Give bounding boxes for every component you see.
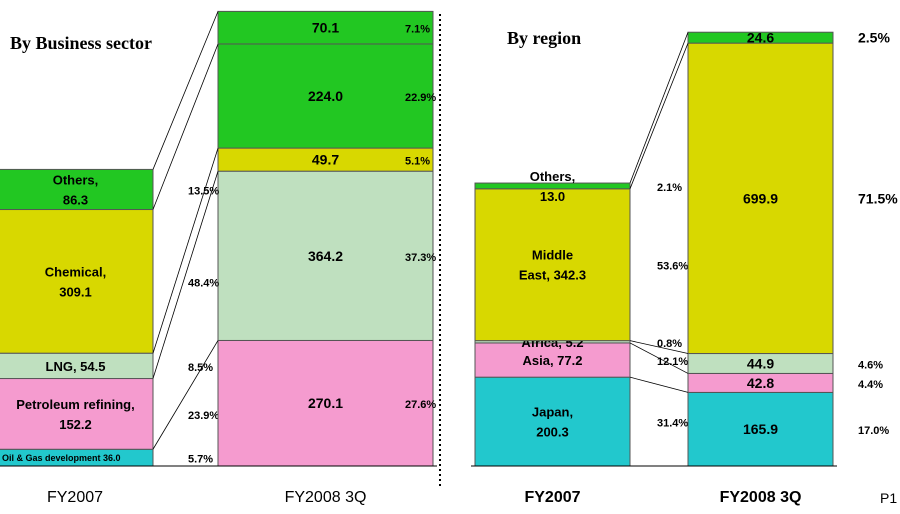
value-asia-fy2008-3q: 42.8 xyxy=(747,375,774,391)
label-oil-gas-development-fy2007: Oil & Gas development 36.0 xyxy=(2,453,121,463)
label-japan-fy2007-line1: 200.3 xyxy=(536,425,569,440)
share-chemical-fy2008-3q: 5.1% xyxy=(405,156,430,168)
share-oil-gas-development-fy2007: 5.7% xyxy=(188,454,213,466)
share-others-fy2008-3q: 22.9% xyxy=(405,92,436,104)
label-asia-fy2007-line0: Asia, 77.2 xyxy=(523,353,583,368)
region-chart: Japan, 200.3 31.4% 165.9 17.0% Asia, 77.2 12.1… xyxy=(471,30,898,506)
value-extra-fy2008-3q: 70.1 xyxy=(312,20,339,36)
category-label-fy2007: FY2007 xyxy=(524,489,580,506)
share-petroleum-refining-fy2008-3q: 27.6% xyxy=(405,399,436,411)
label-others-fy2007-line1: 86.3 xyxy=(63,192,88,207)
value-others-fy2008-3q: 24.6 xyxy=(747,30,774,46)
share-africa-fy2008-3q: 4.6% xyxy=(858,359,883,371)
bar-segment-lng-fy2008-3q xyxy=(217,170,434,341)
share-japan-fy2008-3q: 17.0% xyxy=(858,425,889,437)
connector-line xyxy=(152,43,219,210)
bar-segment-middle-east-fy2008-3q xyxy=(687,42,834,355)
label-others-fy2007-line0: Others, xyxy=(53,172,99,187)
region-title: By region xyxy=(507,28,581,48)
value-middle-east-fy2008-3q: 699.9 xyxy=(743,190,778,206)
connector-line xyxy=(152,11,219,170)
value-chemical-fy2008-3q: 49.7 xyxy=(312,152,339,168)
value-others-fy2008-3q: 224.0 xyxy=(308,88,343,104)
label-petroleum-refining-fy2007-line1: 152.2 xyxy=(59,417,92,432)
bar-segment-middle-east-fy2007 xyxy=(474,188,631,342)
label-chemical-fy2007-line0: Chemical, xyxy=(45,264,106,279)
category-label-fy2008-3q: FY2008 3Q xyxy=(285,489,367,506)
share-petroleum-refining-fy2007: 23.9% xyxy=(188,410,219,422)
bar-segment-others-fy2007 xyxy=(474,182,631,190)
label-others-fy2007-line0: Others, xyxy=(530,169,576,184)
bar-segment-others-fy2008-3q xyxy=(687,31,834,44)
connector-line xyxy=(152,147,219,354)
share-others-fy2007: 13.5% xyxy=(188,185,219,197)
share-middle-east-fy2008-3q: 71.5% xyxy=(858,190,898,206)
connector-line xyxy=(629,342,689,374)
category-label-fy2008-3q: FY2008 3Q xyxy=(720,489,802,506)
connector-line xyxy=(629,32,689,184)
bar-segment-chemical-fy2007 xyxy=(0,209,154,354)
share-extra-fy2008-3q: 7.1% xyxy=(405,24,430,36)
category-label-fy2007: FY2007 xyxy=(47,489,103,506)
label-lng-fy2007-line0: LNG, 54.5 xyxy=(46,359,106,374)
business-sector-title: By Business sector xyxy=(10,33,152,53)
value-japan-fy2008-3q: 165.9 xyxy=(743,421,778,437)
bar-segment-petroleum-refining-fy2008-3q xyxy=(217,339,434,467)
bar-segment-petroleum-refining-fy2007 xyxy=(0,378,154,450)
page-number: P1 xyxy=(880,490,897,506)
business-sector-chart: Oil & Gas development 36.0 5.7% Petroleum … xyxy=(0,10,437,506)
bar-segment-others-fy2007 xyxy=(0,168,154,211)
bar-segment-extra-fy2008-3q xyxy=(217,10,434,45)
share-chemical-fy2007: 48.4% xyxy=(188,277,219,289)
share-asia-fy2008-3q: 4.4% xyxy=(858,379,883,391)
share-others-fy2007: 2.1% xyxy=(657,182,682,194)
bar-segment-lng-fy2007 xyxy=(0,352,154,380)
connector-line xyxy=(152,340,219,450)
bar-segment-asia-fy2007 xyxy=(474,342,631,378)
share-japan-fy2007: 31.4% xyxy=(657,418,688,430)
label-middle-east-fy2007-line1: East, 342.3 xyxy=(519,268,586,283)
bar-segment-japan-fy2007 xyxy=(474,376,631,467)
share-lng-fy2008-3q: 37.3% xyxy=(405,252,436,264)
connector-line xyxy=(629,340,689,354)
connector-line xyxy=(152,171,219,379)
value-petroleum-refining-fy2008-3q: 270.1 xyxy=(308,395,343,411)
connector-line xyxy=(629,42,689,189)
label-petroleum-refining-fy2007-line0: Petroleum refining, xyxy=(16,397,134,412)
bar-segment-japan-fy2008-3q xyxy=(687,391,834,467)
share-asia-fy2007: 12.1% xyxy=(657,356,688,368)
share-lng-fy2007: 8.5% xyxy=(188,362,213,374)
label-middle-east-fy2007-line0: Middle xyxy=(532,248,573,263)
connector-line xyxy=(629,376,689,393)
label-chemical-fy2007-line1: 309.1 xyxy=(59,284,92,299)
share-africa-fy2007: 0.8% xyxy=(657,338,682,350)
share-middle-east-fy2007: 53.6% xyxy=(657,261,688,273)
label-others-fy2007-line1: 13.0 xyxy=(540,189,565,204)
label-japan-fy2007-line0: Japan, xyxy=(532,405,573,420)
share-others-fy2008-3q: 2.5% xyxy=(858,30,890,46)
value-lng-fy2008-3q: 364.2 xyxy=(308,248,343,264)
value-africa-fy2008-3q: 44.9 xyxy=(747,355,774,371)
